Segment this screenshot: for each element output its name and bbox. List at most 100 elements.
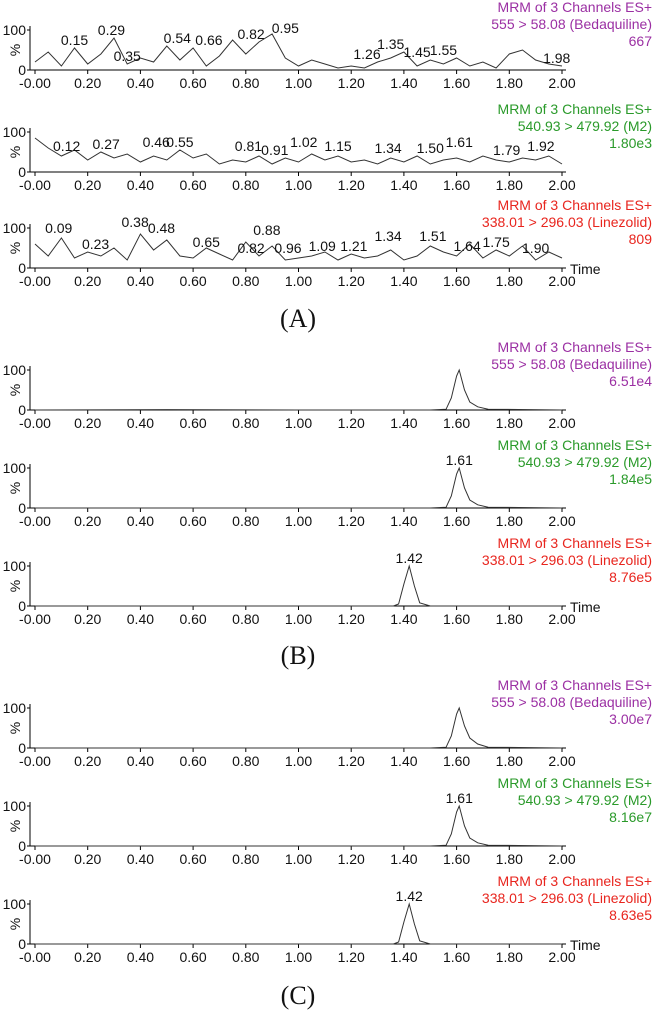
x-tick-label: 1.80 bbox=[496, 949, 523, 965]
x-tick-label: -0.00 bbox=[19, 611, 51, 627]
peak-label: 0.46 bbox=[143, 134, 170, 150]
y-tick-label: 0 bbox=[18, 402, 26, 418]
peak-label: 1.79 bbox=[493, 142, 520, 158]
channel-header: MRM of 3 Channels ES+ bbox=[498, 339, 652, 355]
peak-label: 0.54 bbox=[164, 30, 191, 46]
x-tick-label: 0.40 bbox=[127, 415, 154, 431]
x-tick-label: 0.60 bbox=[179, 273, 206, 289]
x-tick-label: 0.40 bbox=[127, 611, 154, 627]
channel-header: 1.80e3 bbox=[609, 135, 652, 151]
x-tick-label: -0.00 bbox=[19, 513, 51, 529]
y-axis-label: % bbox=[7, 722, 23, 734]
y-tick-label: 0 bbox=[18, 936, 26, 952]
x-tick-label: 1.60 bbox=[443, 513, 470, 529]
x-tick-label: 2.00 bbox=[548, 415, 575, 431]
x-tick-label: 1.20 bbox=[338, 851, 365, 867]
x-tick-label: 0.40 bbox=[127, 177, 154, 193]
peak-label: 1.42 bbox=[396, 888, 423, 904]
x-tick-label: 1.40 bbox=[390, 273, 417, 289]
y-tick-label: 100 bbox=[3, 460, 27, 476]
peak-label: 1.34 bbox=[374, 140, 401, 156]
x-tick-label: 0.60 bbox=[179, 753, 206, 769]
peak-label: 1.45 bbox=[403, 44, 430, 60]
x-tick-label: 1.80 bbox=[496, 753, 523, 769]
x-tick-label: 1.60 bbox=[443, 415, 470, 431]
peak-label: 0.35 bbox=[114, 48, 141, 64]
peak-label: 1.15 bbox=[324, 138, 351, 154]
x-tick-label: -0.00 bbox=[19, 75, 51, 91]
panel-label: (B) bbox=[281, 641, 316, 670]
x-tick-label: 0.60 bbox=[179, 949, 206, 965]
y-axis-label: % bbox=[7, 580, 23, 592]
peak-label: 0.27 bbox=[93, 136, 120, 152]
x-tick-label: 0.40 bbox=[127, 75, 154, 91]
trace bbox=[35, 902, 562, 945]
y-axis-label: % bbox=[7, 146, 23, 158]
x-tick-label: 2.00 bbox=[548, 177, 575, 193]
x-tick-label: 0.20 bbox=[74, 753, 101, 769]
channel-header: MRM of 3 Channels ES+ bbox=[498, 437, 652, 453]
channel-header: 540.93 > 479.92 (M2) bbox=[518, 118, 652, 134]
y-tick-label: 100 bbox=[3, 22, 27, 38]
y-tick-label: 100 bbox=[3, 220, 27, 236]
x-tick-label: 0.60 bbox=[179, 177, 206, 193]
x-axis-label: Time bbox=[570, 937, 601, 953]
x-axis-label: Time bbox=[570, 599, 601, 615]
x-tick-label: 1.40 bbox=[390, 611, 417, 627]
peak-label: 1.92 bbox=[527, 138, 554, 154]
x-tick-label: 1.40 bbox=[390, 753, 417, 769]
peak-label: 1.26 bbox=[353, 46, 380, 62]
peak-label: 0.91 bbox=[261, 142, 288, 158]
peak-label: 1.64 bbox=[454, 238, 481, 254]
x-tick-label: -0.00 bbox=[19, 949, 51, 965]
x-tick-label: 0.60 bbox=[179, 75, 206, 91]
x-tick-label: 1.40 bbox=[390, 415, 417, 431]
channel-header: 338.01 > 296.03 (Linezolid) bbox=[482, 214, 652, 230]
x-tick-label: 0.80 bbox=[232, 851, 259, 867]
peak-label: 0.09 bbox=[45, 220, 72, 236]
y-tick-label: 100 bbox=[3, 558, 27, 574]
trace bbox=[34, 33, 563, 69]
trace bbox=[35, 804, 563, 847]
x-tick-label: 1.80 bbox=[496, 415, 523, 431]
channel-header: MRM of 3 Channels ES+ bbox=[498, 101, 652, 117]
x-tick-label: 0.80 bbox=[232, 611, 259, 627]
channel-header: 540.93 > 479.92 (M2) bbox=[518, 792, 652, 808]
x-tick-label: 0.20 bbox=[74, 851, 101, 867]
channel-header: 8.16e7 bbox=[609, 809, 652, 825]
trace bbox=[35, 466, 563, 509]
x-tick-label: 2.00 bbox=[548, 851, 575, 867]
trace bbox=[34, 233, 563, 261]
channel-header: 667 bbox=[629, 33, 653, 49]
x-tick-label: 2.00 bbox=[548, 273, 575, 289]
peak-label: 0.81 bbox=[235, 138, 262, 154]
peak-label: 1.21 bbox=[340, 238, 367, 254]
channel-header: 540.93 > 479.92 (M2) bbox=[518, 454, 652, 470]
x-tick-label: 1.80 bbox=[496, 273, 523, 289]
peak-label: 1.09 bbox=[309, 238, 336, 254]
x-tick-label: 1.00 bbox=[285, 851, 312, 867]
y-axis-label: % bbox=[7, 482, 23, 494]
channel-header: 809 bbox=[629, 231, 653, 247]
x-tick-label: 1.00 bbox=[285, 949, 312, 965]
peak-label: 0.48 bbox=[148, 220, 175, 236]
y-axis-label: % bbox=[7, 384, 23, 396]
x-tick-label: 1.20 bbox=[338, 75, 365, 91]
trace bbox=[34, 368, 563, 411]
x-tick-label: 0.80 bbox=[232, 75, 259, 91]
x-tick-label: 1.80 bbox=[496, 851, 523, 867]
x-tick-label: 1.60 bbox=[443, 753, 470, 769]
x-tick-label: 0.80 bbox=[232, 273, 259, 289]
x-tick-label: 0.20 bbox=[74, 415, 101, 431]
y-tick-label: 100 bbox=[3, 700, 27, 716]
peak-label: 0.65 bbox=[193, 234, 220, 250]
peak-label: 1.90 bbox=[522, 240, 549, 256]
x-tick-label: 0.80 bbox=[232, 177, 259, 193]
peak-label: 0.82 bbox=[237, 240, 264, 256]
channel-header: 338.01 > 296.03 (Linezolid) bbox=[482, 890, 652, 906]
channel-header: 555 > 58.08 (Bedaquiline) bbox=[491, 16, 652, 32]
channel-header: 338.01 > 296.03 (Linezolid) bbox=[482, 552, 652, 568]
panel-label: (C) bbox=[281, 981, 316, 1010]
trace bbox=[34, 137, 563, 165]
x-tick-label: 1.20 bbox=[338, 273, 365, 289]
